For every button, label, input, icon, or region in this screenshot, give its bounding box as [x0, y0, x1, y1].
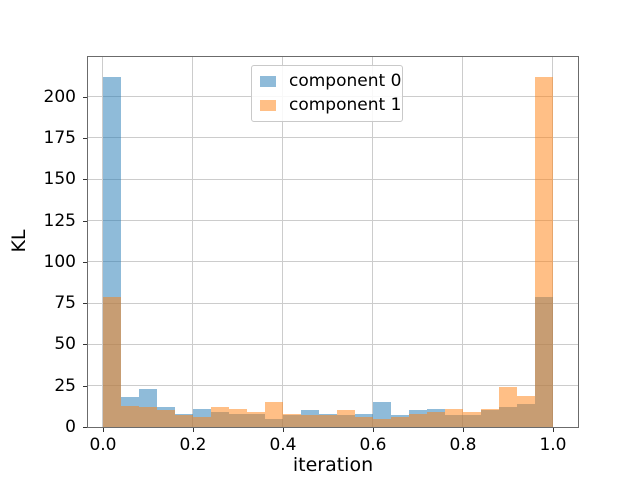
y-tick-label: 200 — [43, 86, 76, 107]
y-tick-label: 175 — [43, 127, 76, 148]
x-tick-mark — [372, 428, 374, 432]
y-tick-label: 0 — [65, 417, 76, 437]
histogram-bar-component-1 — [318, 415, 337, 427]
histogram-bar-component-1 — [138, 407, 157, 427]
legend-label-component-0: component 0 — [289, 71, 402, 92]
gridline-y — [88, 343, 578, 345]
histogram-bar-component-1 — [246, 412, 265, 427]
y-tick-mark — [83, 137, 87, 139]
y-tick-mark — [83, 303, 87, 305]
legend-swatch-component-1 — [260, 99, 276, 111]
gridline-x — [282, 57, 284, 427]
y-tick-mark — [83, 179, 87, 181]
y-tick-mark — [83, 220, 87, 222]
histogram-bar-component-1 — [390, 417, 409, 427]
histogram-bar-component-1 — [192, 417, 211, 427]
y-tick-mark — [83, 385, 87, 387]
gridline-y — [88, 261, 578, 263]
histogram-bar-component-1 — [444, 408, 463, 427]
histogram-bar-component-1 — [300, 415, 319, 427]
y-tick-label: 150 — [43, 169, 76, 190]
y-tick-mark — [83, 261, 87, 263]
gridline-x — [372, 57, 374, 427]
histogram-bar-component-1 — [156, 410, 175, 427]
x-tick-mark — [192, 428, 194, 432]
histogram-bar-component-1 — [102, 296, 121, 427]
histogram-bar-component-1 — [408, 413, 427, 427]
y-tick-label: 25 — [54, 375, 76, 396]
y-tick-label: 75 — [54, 293, 76, 314]
gridline-x — [462, 57, 464, 427]
histogram-bar-component-1 — [426, 412, 445, 427]
x-tick-label: 0.8 — [449, 435, 477, 455]
x-tick-label: 0.0 — [89, 435, 117, 455]
y-tick-mark — [83, 427, 87, 428]
histogram-bar-component-1 — [174, 415, 193, 427]
histogram-bar-component-1 — [210, 407, 229, 427]
histogram-bar-component-1 — [498, 387, 517, 427]
x-tick-label: 0.6 — [359, 435, 387, 455]
gridline-x — [552, 57, 554, 427]
y-axis-label: KL — [8, 229, 30, 253]
x-tick-label: 1.0 — [539, 435, 567, 455]
legend-label-component-1: component 1 — [289, 94, 402, 115]
y-tick-label: 100 — [43, 251, 76, 272]
gridline-y — [88, 178, 578, 180]
histogram-bar-component-1 — [264, 402, 283, 427]
histogram-bar-component-1 — [228, 408, 247, 427]
y-tick-label: 50 — [54, 334, 76, 355]
histogram-bar-component-1 — [282, 413, 301, 427]
legend: component 0 component 1 — [251, 65, 403, 122]
histogram-bar-component-1 — [336, 410, 355, 427]
histogram-bar-component-1 — [480, 408, 499, 427]
histogram-bar-component-1 — [462, 412, 481, 427]
histogram-bar-component-1 — [372, 418, 391, 427]
x-axis-label: iteration — [292, 454, 374, 476]
x-tick-mark — [462, 428, 464, 432]
legend-swatch-component-0 — [260, 76, 276, 88]
legend-entry-component-1: component 1 — [260, 95, 401, 115]
x-tick-mark — [102, 428, 104, 432]
histogram-bar-component-1 — [354, 417, 373, 427]
x-tick-mark — [282, 428, 284, 432]
y-tick-label: 125 — [43, 210, 76, 231]
y-tick-mark — [83, 96, 87, 98]
histogram-bar-component-1 — [534, 76, 553, 427]
gridline-x — [192, 57, 194, 427]
x-tick-mark — [552, 428, 554, 432]
gridline-y — [88, 302, 578, 304]
x-tick-label: 0.2 — [179, 435, 207, 455]
gridline-y — [88, 220, 578, 222]
y-tick-mark — [83, 344, 87, 346]
histogram-bar-component-1 — [120, 405, 139, 427]
histogram-bar-component-1 — [516, 395, 535, 427]
x-tick-label: 0.4 — [269, 435, 297, 455]
legend-entry-component-0: component 0 — [260, 72, 401, 91]
gridline-y — [88, 137, 578, 139]
gridline-y — [88, 385, 578, 387]
